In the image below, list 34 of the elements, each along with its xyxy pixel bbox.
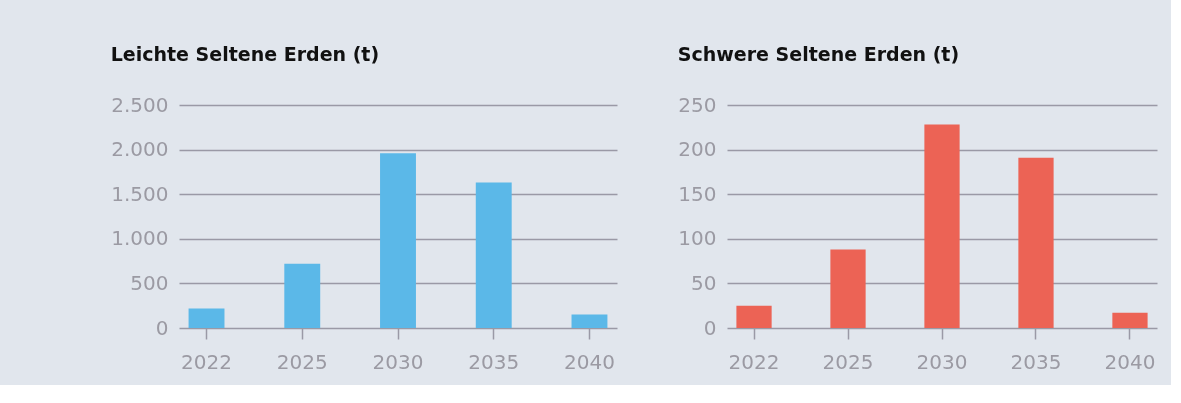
- bar: [380, 153, 416, 328]
- chart-title: Leichte Seltene Erden (t): [110, 43, 380, 65]
- bar: [571, 314, 608, 328]
- x-tick-label: 2025: [822, 349, 874, 374]
- bar: [1018, 157, 1054, 328]
- x-tick-label: 2030: [916, 349, 968, 374]
- bar: [736, 305, 772, 328]
- bar: [188, 308, 225, 328]
- y-tick-label: 50: [691, 270, 717, 295]
- y-tick-label: 2.500: [111, 92, 169, 117]
- y-tick-label: 200: [678, 137, 717, 162]
- x-tick-label: 2022: [181, 349, 232, 374]
- x-tick-label: 2035: [1010, 349, 1062, 374]
- y-tick-label: 1.000: [111, 226, 169, 251]
- bar: [284, 263, 321, 328]
- bar: [1112, 312, 1148, 328]
- bar: [475, 182, 512, 328]
- bar: [830, 249, 866, 328]
- y-tick-label: 100: [678, 226, 717, 251]
- x-tick-label: 2025: [276, 349, 328, 374]
- bar: [924, 124, 960, 328]
- x-tick-label: 2040: [564, 349, 615, 374]
- x-tick-label: 2035: [468, 349, 520, 374]
- y-tick-label: 0: [155, 315, 169, 340]
- x-tick-label: 2040: [1104, 349, 1156, 374]
- y-tick-label: 0: [703, 315, 717, 340]
- x-tick-label: 2022: [728, 349, 780, 374]
- y-tick-label: 250: [678, 92, 717, 117]
- y-tick-label: 1.500: [111, 181, 169, 206]
- x-tick-label: 2030: [372, 349, 424, 374]
- y-tick-label: 2.000: [111, 137, 169, 162]
- chart-title: Schwere Seltene Erden (t): [677, 43, 960, 65]
- y-tick-label: 500: [130, 270, 169, 295]
- y-tick-label: 150: [678, 181, 717, 206]
